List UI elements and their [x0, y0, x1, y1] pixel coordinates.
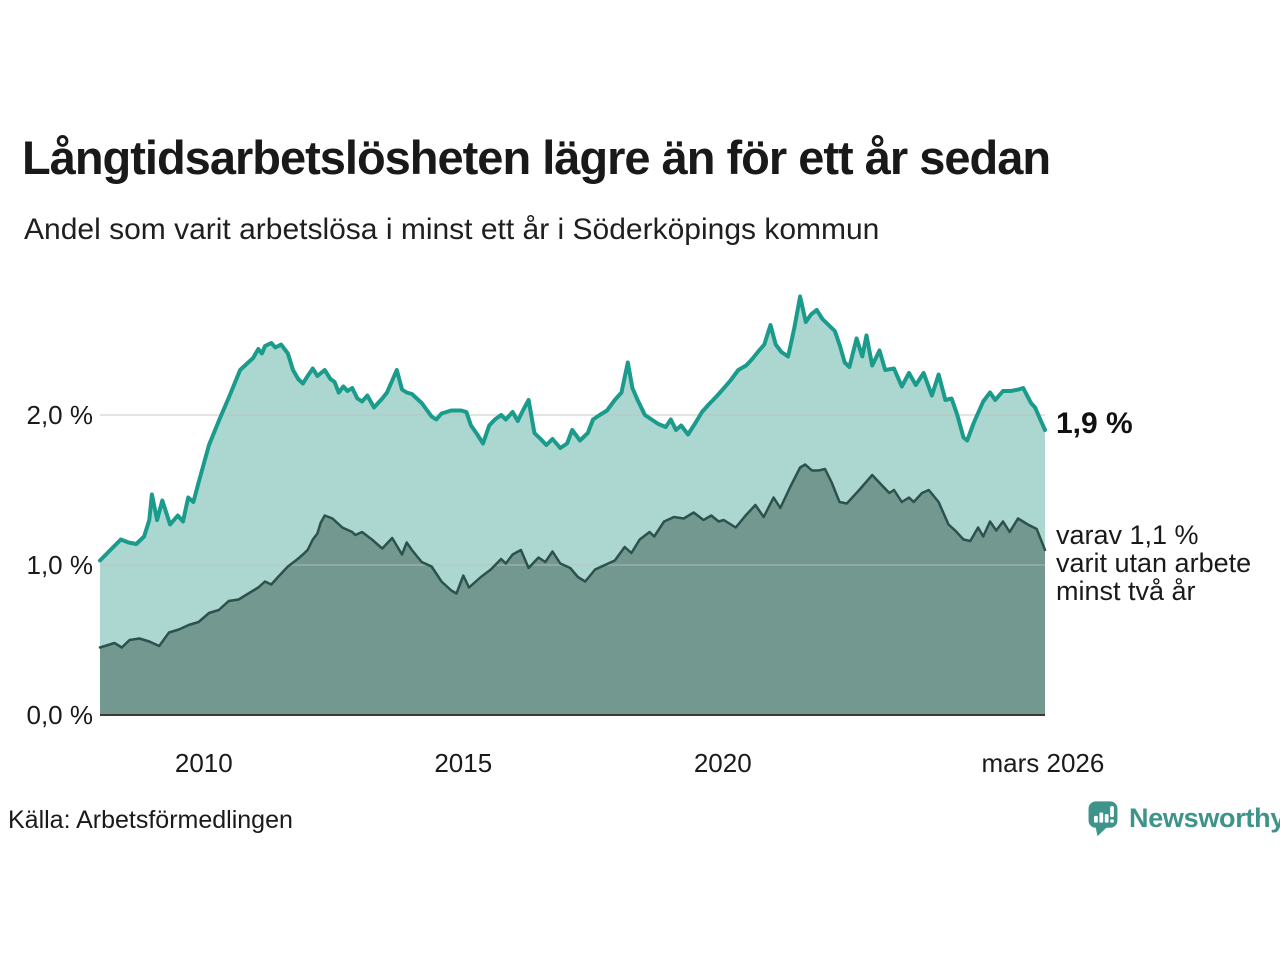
- latest-total-value-label: 1,9 %: [1056, 407, 1133, 440]
- y-axis-label: 1,0 %: [26, 550, 94, 580]
- newsworthy-logo-icon: [1088, 801, 1118, 837]
- x-axis-label: mars 2026: [981, 748, 1105, 778]
- chart-title: Långtidsarbetslösheten lägre än för ett …: [22, 131, 1051, 184]
- source-note: Källa: Arbetsförmedlingen: [8, 806, 293, 834]
- newsworthy-logo-text: Newsworthy: [1129, 802, 1280, 833]
- line-utan-arbete-minst-tva-ar: [98, 463, 1047, 649]
- x-axis-label: 2010: [174, 748, 233, 778]
- x-axis-label: 2015: [434, 748, 493, 778]
- y-axis-label: 0,0 %: [26, 700, 94, 730]
- area-utan-arbete-minst-tva-ar: [100, 464, 1045, 715]
- y-axis-label: 2,0 %: [26, 400, 94, 430]
- two-year-annotation: varav 1,1 % varit utan arbete minst två …: [1056, 520, 1252, 606]
- chart-subtitle: Andel som varit arbetslösa i minst ett å…: [24, 213, 880, 246]
- line-arbetslosa-minst-ett-ar: [98, 294, 1047, 563]
- x-axis-label: 2020: [693, 748, 752, 778]
- newsworthy-logo: Newsworthy: [1086, 799, 1280, 837]
